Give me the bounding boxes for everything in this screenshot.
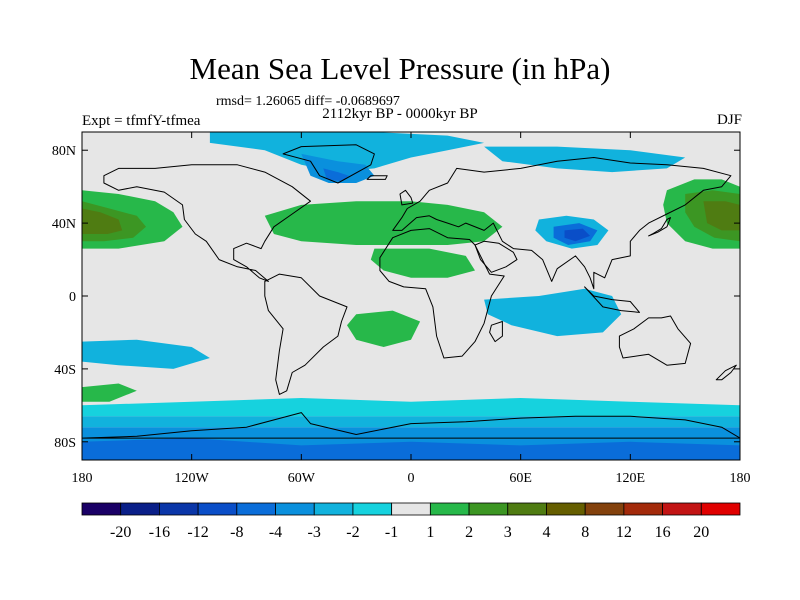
anomaly-north-pacific-high-core — [82, 208, 123, 234]
colorbar-swatch — [623, 502, 663, 516]
coastline-eurasia — [392, 157, 732, 290]
colorbar-swatch — [507, 502, 547, 516]
coastline-arabia — [474, 240, 518, 273]
anomaly-arctic-low — [209, 132, 485, 173]
colorbar-swatch — [468, 502, 509, 516]
lon-axis: 180 120W 60W 0 60E 120E 180 — [72, 132, 751, 486]
colorbar-swatch — [352, 502, 393, 516]
anomaly-layer — [82, 132, 740, 460]
colorbar-swatch — [700, 502, 741, 516]
coastline-new-zealand — [715, 364, 737, 381]
colorbar-label: 1 — [426, 524, 434, 541]
chart-title: Mean Sea Level Pressure (in hPa) — [189, 51, 611, 86]
stats-line: rmsd= 1.26065 diff= -0.0689697 — [216, 94, 400, 109]
coastline-antarctica — [82, 412, 740, 439]
coastline-uk — [399, 189, 414, 206]
anomaly-eurasia-arctic-low — [484, 146, 686, 173]
lat-tick-label: 40N — [52, 217, 76, 232]
anomaly-antarctic-low-core — [82, 438, 740, 460]
coastline-africa — [379, 228, 505, 359]
anomaly-atlantic-high — [264, 201, 503, 245]
colorbar-swatch — [197, 502, 238, 516]
anomaly-south-pacific-high — [82, 383, 137, 402]
colorbar-label: 4 — [543, 524, 551, 541]
coastline-madagascar — [489, 321, 503, 343]
period-label: 2112kyr BP - 0000kyr BP — [322, 106, 478, 122]
colorbar-label: -2 — [346, 524, 359, 541]
colorbar-swatch — [159, 502, 199, 516]
colorbar-label: -16 — [149, 524, 170, 541]
colorbar-swatch — [275, 502, 315, 516]
coastline-japan — [648, 217, 671, 237]
colorbar-label: 12 — [616, 524, 632, 541]
colorbar-swatch — [662, 502, 702, 516]
lon-tick-label: 180 — [72, 471, 93, 486]
coastline-north-america — [103, 164, 311, 282]
anomaly-southern-ocean-band — [82, 398, 740, 417]
colorbar-label: -8 — [230, 524, 243, 541]
anomaly-south-pacific-low — [82, 339, 210, 369]
colorbar-label: 2 — [465, 524, 473, 541]
land-layer — [82, 144, 740, 439]
anomaly-tibet-low-core — [564, 228, 591, 242]
colorbar-swatch — [120, 502, 160, 516]
lat-tick-label: 80S — [54, 436, 76, 451]
lon-tick-label: 0 — [408, 471, 415, 486]
colorbar-label: -1 — [385, 524, 398, 541]
colorbar-swatch — [313, 502, 354, 516]
colorbar-label: 3 — [504, 524, 512, 541]
coastline-south-america — [264, 273, 348, 395]
colorbar-swatch — [81, 502, 122, 516]
lon-tick-label: 60W — [288, 471, 316, 486]
coastline-indonesia — [584, 286, 640, 313]
colorbar-label: -20 — [110, 524, 131, 541]
coastline-greenland — [282, 144, 375, 184]
lon-tick-label: 60E — [509, 471, 532, 486]
colorbar-swatch — [236, 502, 276, 516]
colorbar-label: 16 — [655, 524, 671, 541]
lat-tick-label: 80N — [52, 144, 76, 159]
anomaly-sahara-high — [370, 248, 475, 278]
anomaly-southern-ocean-band-2 — [82, 416, 740, 428]
lat-axis: 80N 40N 0 40S 80S — [52, 144, 740, 451]
colorbar-swatch — [429, 502, 470, 516]
colorbar-label: 20 — [693, 524, 709, 541]
anomaly-indian-ocean-low — [484, 288, 622, 337]
colorbar-swatch — [584, 502, 625, 516]
lon-tick-label: 120E — [616, 471, 646, 486]
lon-tick-label: 120W — [175, 471, 210, 486]
lat-tick-label: 0 — [69, 290, 76, 305]
colorbar-swatch — [391, 502, 431, 516]
colorbar-swatch — [546, 502, 586, 516]
lon-tick-label: 180 — [730, 471, 751, 486]
colorbar-label: 8 — [581, 524, 589, 541]
experiment-label: Expt = tfmfY-tfmea — [82, 113, 201, 129]
anomaly-west-pacific-high-core — [703, 201, 740, 231]
season-label: DJF — [716, 112, 742, 128]
coastline-australia — [618, 315, 692, 366]
anomaly-north-atlantic-core — [323, 168, 349, 182]
lat-tick-label: 40S — [54, 363, 76, 378]
colorbar-label: -3 — [308, 524, 321, 541]
coastline-iceland — [366, 175, 388, 180]
colorbar: -20 -16 -12 -8 -4 -3 -2 -1 1 2 3 4 8 12 16 20 — [81, 502, 741, 541]
anomaly-south-atlantic-high — [347, 310, 421, 347]
colorbar-label: -4 — [269, 524, 282, 541]
colorbar-label: -12 — [187, 524, 208, 541]
